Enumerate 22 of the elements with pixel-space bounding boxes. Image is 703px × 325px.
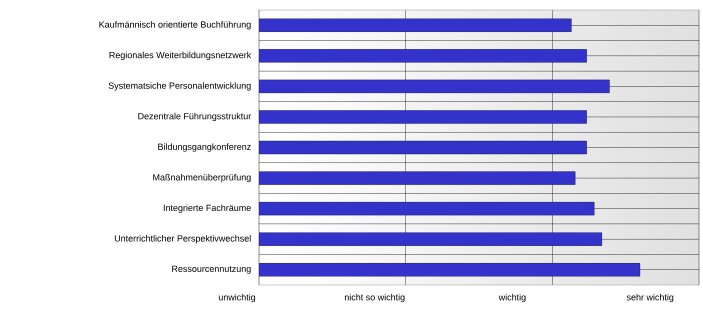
text: nicht so wichtig [344, 294, 405, 302]
bar [259, 18, 572, 32]
y-tick-label: Regionales Weiterbildungsnetzwerk [110, 52, 252, 60]
bar [259, 110, 587, 124]
bar [259, 80, 610, 94]
y-tick-label: Dezentrale Führungsstruktur [138, 112, 252, 122]
text: unwichtig [218, 294, 256, 302]
text: sehr wichtig [626, 294, 674, 302]
y-tick-label: Maßnahmenüberprüfung [153, 174, 251, 182]
y-tick-label: Ressourcennutzung [172, 266, 251, 274]
bar [259, 140, 587, 154]
text: wichtig [498, 294, 526, 302]
bar [259, 49, 587, 63]
y-tick-label: Integrierte Fachräume [164, 204, 251, 213]
y-tick-label: Kaufmännisch orientierte Buchführung [99, 21, 251, 30]
bar [259, 171, 576, 185]
y-tick-label: Systematsiche Personalentwicklung [108, 82, 251, 91]
bar [259, 263, 640, 276]
y-tick-label: Unterrichtlicher Perspektivwechsel [114, 234, 251, 244]
bar [259, 232, 602, 246]
y-tick-label: Bildungsgangkonferenz [158, 143, 251, 152]
bar [259, 202, 594, 216]
